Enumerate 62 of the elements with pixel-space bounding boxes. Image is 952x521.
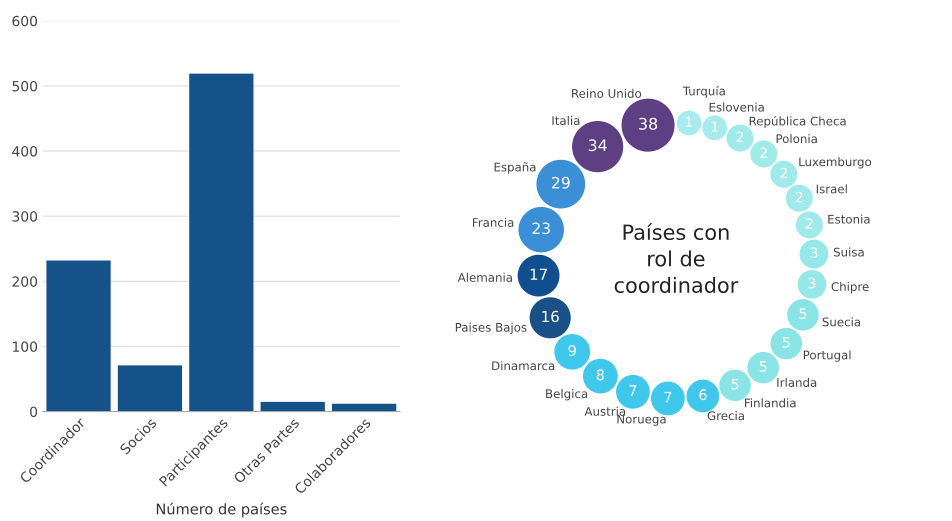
data-label: 1 bbox=[712, 122, 718, 132]
category-label: Israel bbox=[816, 184, 847, 194]
y-tick-label: 0 bbox=[30, 406, 38, 418]
category-label: Eslovenia bbox=[710, 102, 764, 112]
category-label: Chipre bbox=[832, 282, 869, 294]
category-label: Francia bbox=[473, 218, 514, 227]
data-label: 2 bbox=[736, 132, 744, 142]
bar bbox=[189, 74, 254, 412]
category-label: Noruega bbox=[617, 414, 666, 426]
category-label: Austria bbox=[584, 406, 626, 416]
data-label: 7 bbox=[664, 392, 672, 402]
data-label: 17 bbox=[530, 268, 547, 280]
bar bbox=[118, 365, 182, 412]
data-label: 5 bbox=[800, 308, 806, 319]
category-label: Suecia bbox=[822, 317, 860, 326]
data-label: 2 bbox=[796, 192, 802, 202]
category-label: Suisa bbox=[834, 247, 864, 257]
category-label: Reino Unido bbox=[572, 88, 642, 98]
y-tick-label: 400 bbox=[12, 146, 38, 157]
data-label: 34 bbox=[588, 139, 607, 152]
data-label: 38 bbox=[639, 118, 658, 130]
data-label: 23 bbox=[532, 222, 550, 234]
y-tick-label: 600 bbox=[12, 16, 38, 26]
data-label: 29 bbox=[552, 176, 570, 189]
y-tick-label: 300 bbox=[12, 211, 38, 222]
text: Países con rol de coordinador bbox=[614, 223, 738, 294]
bar bbox=[332, 404, 396, 412]
y-tick-label: 100 bbox=[12, 341, 38, 352]
category-label: Portugal bbox=[804, 350, 850, 362]
category-label: Finlandia bbox=[745, 398, 796, 408]
category-label: Estonia bbox=[828, 214, 870, 224]
category-label: Belgica bbox=[546, 389, 588, 400]
data-label: 2 bbox=[760, 147, 767, 158]
data-label: 8 bbox=[596, 369, 604, 380]
category-label: Dinamarca bbox=[492, 361, 554, 370]
data-label: 9 bbox=[568, 344, 576, 356]
category-label: Alemania bbox=[458, 272, 512, 282]
data-label: 3 bbox=[808, 278, 816, 288]
data-label: 1 bbox=[686, 116, 692, 127]
data-label: 7 bbox=[629, 385, 636, 396]
data-label: 6 bbox=[699, 389, 707, 400]
y-tick-label: 200 bbox=[12, 276, 38, 287]
bar bbox=[260, 402, 325, 412]
data-label: 16 bbox=[542, 310, 559, 322]
category-label: Paises Bajos bbox=[456, 322, 527, 334]
category-label: España bbox=[494, 162, 536, 174]
category-label: Irlanda bbox=[777, 378, 816, 387]
data-label: 2 bbox=[780, 168, 787, 178]
x-axis-title: Número de países bbox=[156, 502, 287, 518]
bar bbox=[46, 260, 111, 412]
data-label: 5 bbox=[760, 361, 766, 372]
category-label: Polonia bbox=[776, 134, 817, 144]
data-label: 5 bbox=[732, 378, 738, 390]
category-label: Italia bbox=[552, 116, 580, 125]
data-label: 3 bbox=[810, 247, 818, 258]
category-label: Grecia bbox=[708, 411, 744, 420]
category-label: Luxemburgo bbox=[799, 157, 872, 169]
y-tick-label: 500 bbox=[12, 80, 38, 92]
category-label: República Checa bbox=[750, 116, 846, 128]
category-label: Turquía bbox=[682, 86, 725, 98]
data-label: 2 bbox=[806, 218, 812, 229]
data-label: 5 bbox=[782, 337, 790, 348]
